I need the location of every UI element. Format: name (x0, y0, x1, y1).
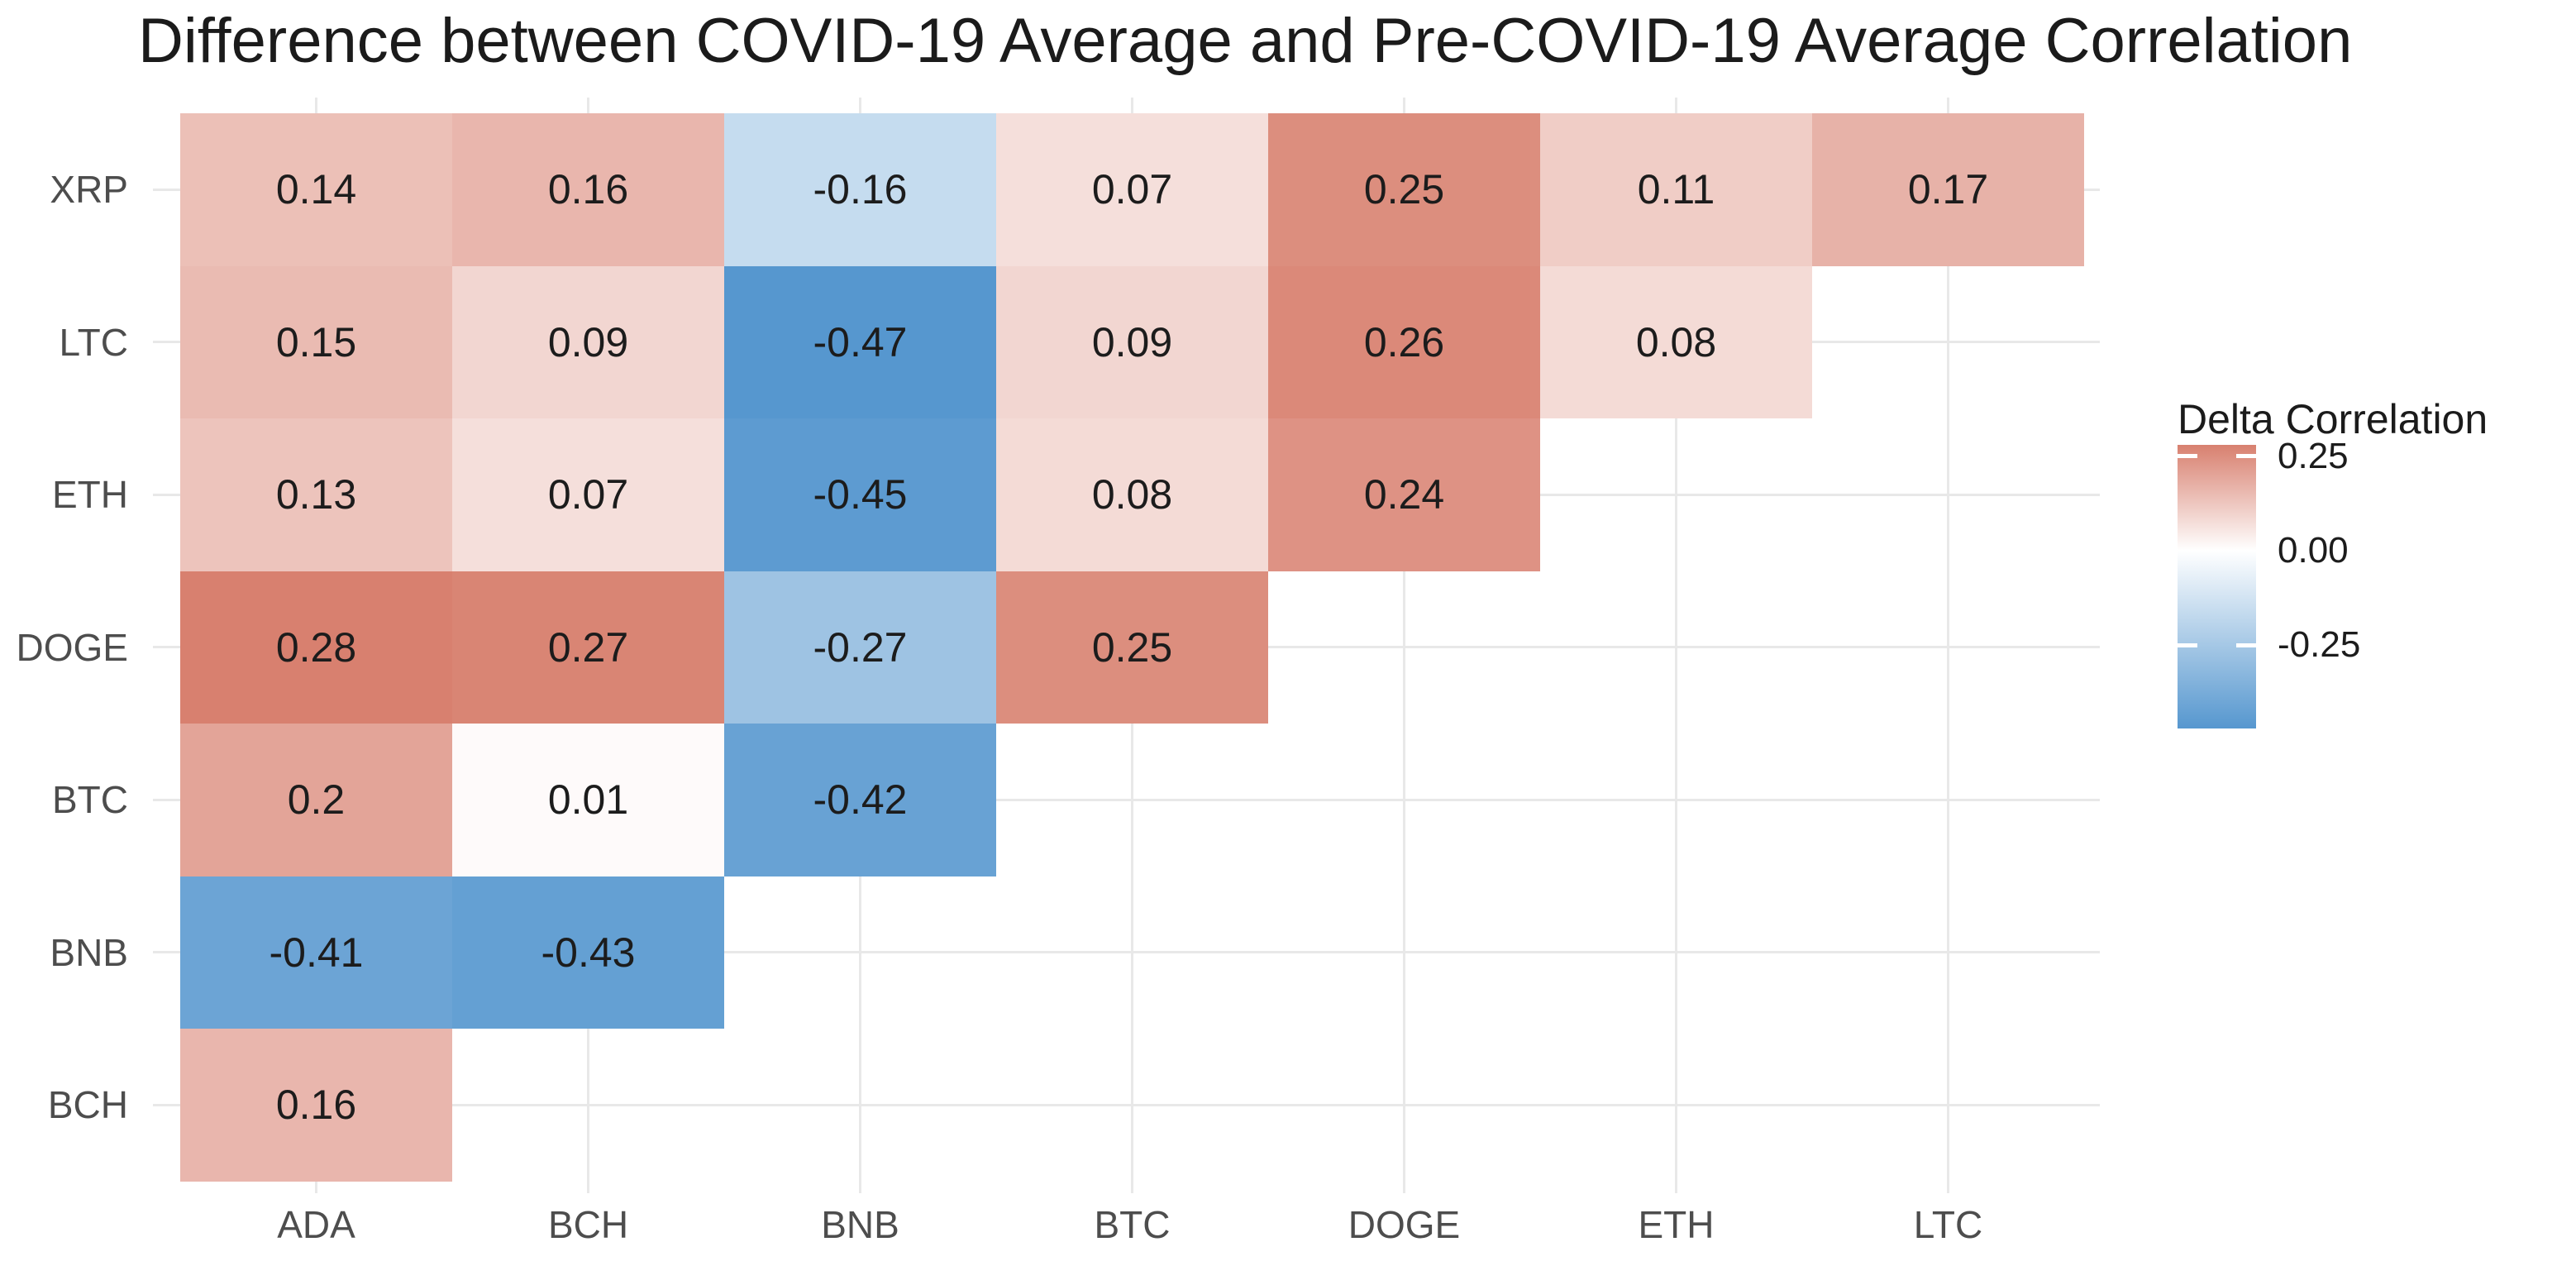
y-axis-label: BNB (50, 930, 128, 974)
cell-value: 0.09 (547, 318, 629, 365)
cell-value: -0.47 (813, 318, 908, 365)
y-axis-label: BCH (47, 1083, 128, 1127)
cell-value: -0.45 (813, 471, 908, 518)
heatmap-cell: 0.25 (1268, 113, 1540, 266)
legend-tick-mark (2178, 454, 2197, 459)
legend-colorbar (2178, 445, 2256, 728)
grid-line-vertical (1947, 98, 1949, 1193)
cell-value: 0.08 (1091, 471, 1173, 518)
heatmap-cell: 0.25 (996, 571, 1268, 724)
cell-value: 0.27 (547, 623, 629, 671)
cell-value: 0.01 (547, 776, 629, 824)
cell-value: 0.07 (1091, 166, 1173, 213)
cell-value: -0.42 (813, 776, 908, 824)
grid-line-horizontal (153, 1103, 2100, 1106)
grid-line-horizontal (153, 798, 2100, 801)
heatmap-cell: 0.11 (1540, 113, 1812, 266)
heatmap-cell: -0.16 (724, 113, 996, 266)
heatmap-cell: -0.43 (452, 876, 724, 1029)
heatmap-cell: 0.2 (180, 724, 452, 876)
heatmap-cell: 0.08 (996, 418, 1268, 571)
heatmap-cell: 0.07 (452, 418, 724, 571)
grid-line-vertical (1675, 98, 1677, 1193)
cell-value: 0.24 (1363, 471, 1445, 518)
heatmap-cell: 0.24 (1268, 418, 1540, 571)
heatmap-cell: 0.27 (452, 571, 724, 724)
grid-line-horizontal (153, 951, 2100, 954)
legend-tick-mark (2236, 642, 2256, 647)
cell-value: 0.14 (275, 166, 357, 213)
cell-value: 0.17 (1907, 166, 1989, 213)
y-axis-label: ETH (52, 473, 128, 517)
cell-value: -0.43 (541, 929, 636, 976)
cell-value: -0.27 (813, 623, 908, 671)
cell-value: 0.25 (1091, 623, 1173, 671)
heatmap-cell: 0.17 (1812, 113, 2084, 266)
cell-value: 0.2 (287, 776, 346, 824)
heatmap-cell: -0.45 (724, 418, 996, 571)
cell-value: 0.16 (275, 1082, 357, 1129)
heatmap-cell: -0.47 (724, 265, 996, 418)
x-axis-label: ETH (1638, 1203, 1715, 1246)
y-axis-label: XRP (50, 168, 128, 212)
grid-line-vertical (1403, 98, 1405, 1193)
cell-value: -0.41 (269, 929, 364, 976)
legend-tick-label: 0.25 (2278, 435, 2349, 476)
cell-value: 0.08 (1635, 318, 1717, 365)
y-axis-label: DOGE (16, 625, 128, 669)
heatmap-cell: 0.13 (180, 418, 452, 571)
y-axis-label: BTC (52, 778, 128, 822)
heatmap-cell: 0.08 (1540, 265, 1812, 418)
heatmap-cell: 0.16 (180, 1029, 452, 1182)
cell-value: 0.28 (275, 623, 357, 671)
cell-value: 0.16 (547, 166, 629, 213)
legend-tick-mark (2236, 454, 2256, 459)
x-axis-label: BCH (547, 1203, 629, 1246)
x-axis-label: BTC (1094, 1203, 1171, 1246)
chart-title: Difference between COVID-19 Average and … (138, 6, 2353, 76)
legend-tick-label: 0.00 (2278, 530, 2349, 571)
cell-value: -0.16 (813, 166, 908, 213)
x-axis-label: ADA (277, 1203, 355, 1246)
cell-value: 0.26 (1363, 318, 1445, 365)
heatmap-cell: -0.42 (724, 724, 996, 876)
heatmap-cell: 0.26 (1268, 265, 1540, 418)
heatmap-cell: 0.09 (452, 265, 724, 418)
x-axis-label: LTC (1913, 1203, 1983, 1246)
heatmap-cell: 0.09 (996, 265, 1268, 418)
cell-value: 0.09 (1091, 318, 1173, 365)
cell-value: 0.15 (275, 318, 357, 365)
heatmap-cell: 0.15 (180, 265, 452, 418)
heatmap-cell: 0.28 (180, 571, 452, 724)
legend-tick-mark (2178, 642, 2197, 647)
heatmap-cell: 0.01 (452, 724, 724, 876)
heatmap-cell: 0.16 (452, 113, 724, 266)
y-axis-label: LTC (59, 320, 129, 364)
cell-value: 0.25 (1363, 166, 1445, 213)
heatmap-cell: 0.07 (996, 113, 1268, 266)
x-axis-label: BNB (821, 1203, 899, 1246)
legend-title: Delta Correlation (2178, 396, 2488, 442)
cell-value: 0.11 (1637, 166, 1715, 213)
heatmap-cell: -0.41 (180, 876, 452, 1029)
heatmap-cell: 0.14 (180, 113, 452, 266)
heatmap-cell: -0.27 (724, 571, 996, 724)
cell-value: 0.13 (275, 471, 357, 518)
legend-tick-label: -0.25 (2278, 624, 2361, 666)
x-axis-label: DOGE (1348, 1203, 1461, 1246)
cell-value: 0.07 (547, 471, 629, 518)
